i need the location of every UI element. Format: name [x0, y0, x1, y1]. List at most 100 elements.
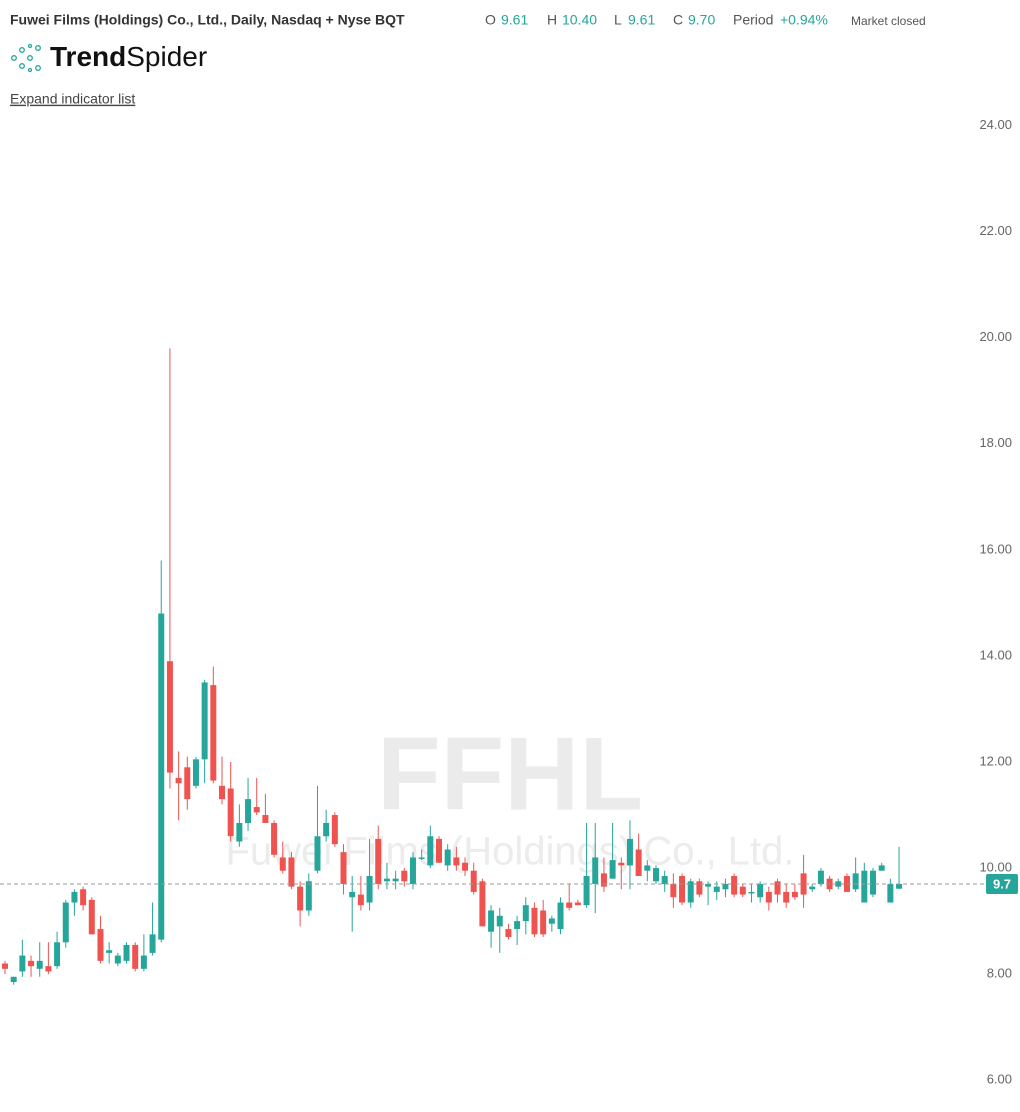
ohlc-label: L	[614, 12, 622, 28]
candle-body	[436, 838, 442, 863]
expand-link[interactable]: Expand indicator list	[10, 91, 135, 107]
candle-body	[36, 960, 43, 969]
candle-body	[97, 929, 104, 961]
candle-body	[878, 865, 885, 871]
candle-body	[713, 886, 720, 892]
logo-part: Spider	[126, 41, 207, 72]
candle-body	[175, 777, 182, 784]
candle-body	[739, 886, 746, 895]
candle-body	[80, 889, 87, 906]
candle-body	[574, 902, 581, 906]
candle-body	[783, 891, 790, 903]
candle-body	[262, 815, 269, 823]
candle-body	[626, 838, 633, 866]
candle-body	[132, 944, 139, 969]
candle-body	[314, 836, 321, 871]
logo: TrendSpider	[50, 41, 207, 72]
y-tick-label: 12.00	[979, 753, 1012, 768]
last-price-label: 9.7	[993, 876, 1011, 891]
period-label: Period	[733, 12, 773, 28]
candle-body	[653, 868, 659, 882]
candle-body	[392, 878, 399, 882]
candle-body	[71, 891, 78, 903]
candle-body	[245, 799, 252, 823]
candle-body	[748, 891, 755, 894]
candle-body	[757, 883, 764, 898]
candle-body	[462, 862, 469, 871]
candle-body	[531, 907, 538, 935]
candle-body	[887, 883, 894, 903]
candle-body	[62, 902, 69, 943]
candle-body	[809, 886, 816, 890]
candle-body	[2, 963, 8, 969]
candle-body	[375, 838, 382, 884]
y-tick-label: 24.00	[979, 117, 1012, 132]
candle-body	[765, 891, 772, 903]
y-tick-label: 20.00	[979, 329, 1012, 344]
market-status: Market closed	[851, 14, 926, 28]
candle-body	[670, 883, 677, 898]
candle-body	[896, 883, 903, 889]
candle-body	[28, 960, 35, 967]
candle-body	[427, 836, 434, 866]
candle-body	[557, 902, 564, 930]
candle-body	[140, 955, 147, 969]
candle-body	[505, 929, 512, 937]
candle-body	[479, 881, 486, 927]
y-tick-label: 18.00	[979, 435, 1012, 450]
candle-body	[54, 942, 61, 967]
candle-body	[279, 857, 286, 871]
candle-body	[444, 849, 451, 866]
candle-body	[201, 682, 208, 760]
candle-body	[253, 807, 260, 813]
ohlc-label: C	[673, 12, 683, 28]
candle-body	[514, 921, 521, 930]
candle-body	[618, 862, 625, 866]
candle-body	[843, 876, 850, 892]
ohlc-label: H	[547, 12, 557, 28]
candle-body	[409, 857, 416, 884]
candle-body	[166, 661, 173, 773]
candle-body	[705, 883, 712, 887]
candle-body	[635, 849, 642, 877]
candle-body	[366, 876, 373, 903]
ohlc-value: 9.61	[501, 12, 528, 28]
candle-body	[835, 881, 842, 887]
candle-body	[774, 881, 781, 895]
last-price-tag	[986, 873, 1018, 894]
candle-body	[114, 955, 121, 964]
y-tick-label: 22.00	[979, 223, 1012, 238]
candle-body	[184, 767, 191, 800]
candle-body	[800, 873, 807, 895]
candle-body	[297, 886, 304, 911]
candle-body	[418, 857, 425, 859]
candle-body	[583, 876, 590, 906]
candle-body	[19, 955, 26, 972]
candle-body	[357, 894, 364, 906]
candle-body	[236, 822, 243, 842]
candle-body	[288, 857, 295, 887]
candle-body	[210, 685, 217, 781]
logo-part: Trend	[50, 41, 126, 72]
candle-body	[731, 876, 738, 895]
y-tick-label: 10.00	[979, 859, 1012, 874]
candle-body	[661, 876, 668, 884]
candle-body	[870, 870, 876, 895]
candle-body	[496, 915, 503, 927]
logo-icon	[11, 43, 41, 73]
y-tick-label: 14.00	[979, 647, 1012, 662]
candle-body	[722, 883, 729, 890]
candle-body	[540, 910, 547, 935]
candle-body	[566, 902, 573, 908]
candle-body	[331, 815, 338, 845]
candle-body	[401, 870, 408, 882]
candle-body	[548, 918, 555, 924]
candle-body	[106, 950, 113, 953]
candle-body	[696, 881, 703, 895]
candle-body	[323, 822, 330, 837]
ohlc-value: 10.40	[562, 12, 597, 28]
watermark: FFHL	[377, 716, 643, 832]
candle-body	[45, 966, 52, 972]
y-tick-label: 8.00	[987, 966, 1012, 981]
candle-body	[10, 976, 17, 983]
